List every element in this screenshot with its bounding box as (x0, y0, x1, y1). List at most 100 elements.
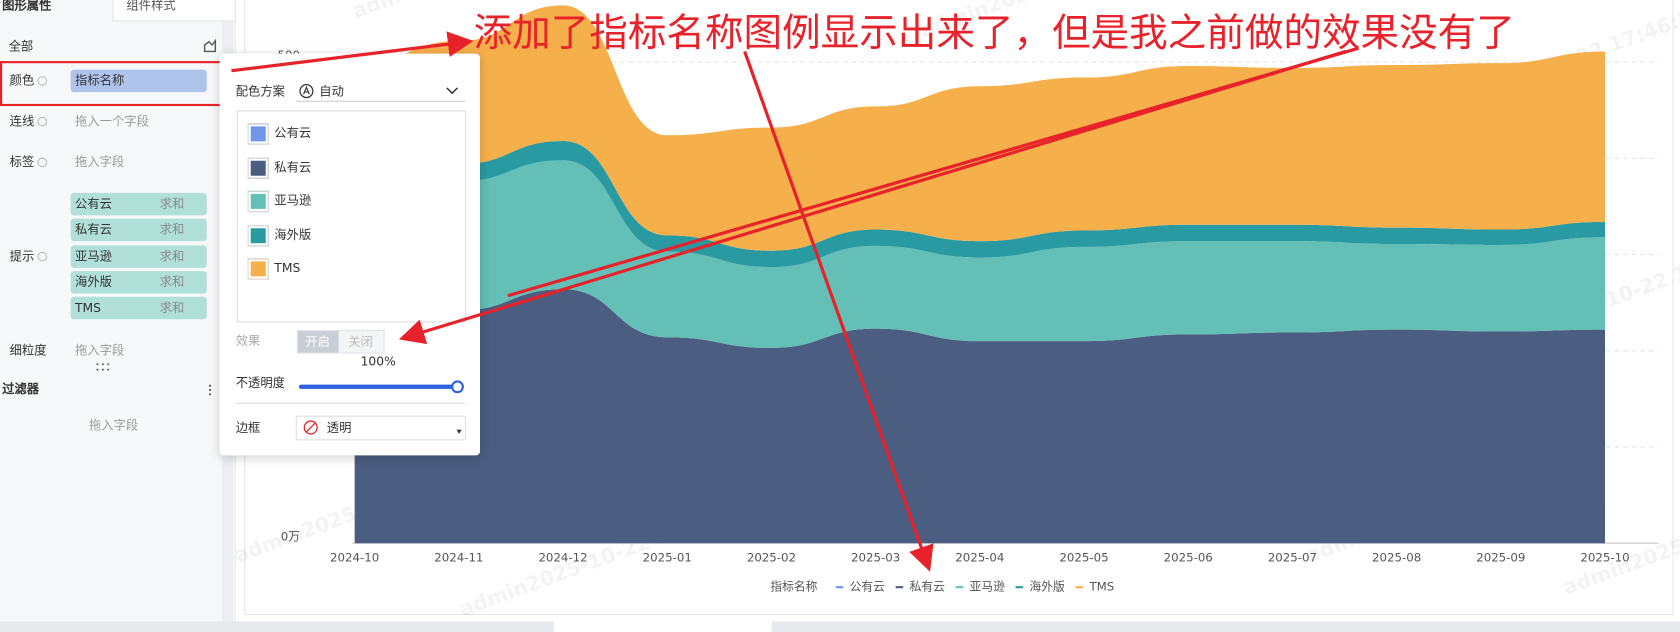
arrows (231, 31, 1360, 572)
y-tick-label: 0万 (281, 529, 300, 543)
placeholder[interactable]: 拖入字段 (75, 154, 125, 170)
slider-fill (298, 384, 458, 389)
area (354, 289, 1606, 544)
aggregation: 求和 (159, 196, 185, 212)
slider-value: 100% (360, 353, 396, 369)
x-tick-label: 2025-04 (955, 551, 1004, 565)
x-tick-label: 2025-08 (1372, 551, 1421, 565)
field-name: TMS (75, 300, 101, 316)
color-swatch[interactable] (247, 224, 269, 246)
chevron[interactable] (445, 86, 460, 96)
x-tick-label: 2025-10 (1580, 551, 1629, 565)
placeholder[interactable]: 拖入字段 (75, 342, 125, 358)
gear-icon[interactable] (37, 251, 48, 262)
tab-box[interactable] (112, 0, 236, 22)
x-tick-label: 2024-10 (330, 551, 379, 565)
area (354, 141, 1606, 268)
field-name: 私有云 (75, 222, 112, 238)
scheme-label: 公有云 (274, 125, 312, 141)
legend-label: 亚马逊 (970, 580, 1006, 594)
legend-title: 指标名称 (770, 580, 817, 594)
field-name: 指标名称 (75, 72, 125, 88)
none-icon (303, 420, 318, 435)
gear-icon[interactable] (37, 76, 48, 86)
auto-icon (299, 84, 314, 99)
bottom-bar (0, 621, 554, 632)
legend-label: 海外版 (1030, 580, 1066, 594)
field-label: 细粒度 (9, 342, 47, 358)
annotation: 添加了指标名称图例显示出来了，但是我之前做的效果没有了 (474, 11, 1515, 56)
toggle-label[interactable]: 关闭 (348, 334, 373, 350)
x-tick-label: 2025-05 (1059, 551, 1108, 565)
chart-icon[interactable] (203, 38, 218, 54)
section-title: 过滤器 (2, 381, 40, 397)
tab[interactable]: 组件样式 (126, 0, 176, 13)
field-label: 标签 (9, 154, 35, 170)
field-pill[interactable] (70, 244, 207, 268)
area (354, 5, 1606, 251)
field-name: 亚马逊 (75, 248, 112, 264)
drag-handle[interactable] (95, 362, 110, 373)
legend-label: TMS (1088, 580, 1114, 594)
select-value[interactable]: 透明 (326, 420, 352, 436)
field-pill[interactable] (70, 192, 207, 216)
x-tick-label: 2025-09 (1476, 551, 1525, 565)
toggle-label[interactable]: 开启 (305, 334, 331, 350)
x-tick-label: 2025-02 (747, 551, 796, 565)
gear-icon[interactable] (37, 157, 48, 168)
scheme-label: 私有云 (274, 159, 312, 175)
color-swatch[interactable] (247, 190, 269, 213)
arrow (231, 31, 474, 73)
setting-label: 效果 (235, 333, 261, 349)
x-tick-label: 2025-03 (851, 551, 900, 565)
legend-label: 公有云 (850, 580, 886, 594)
aggregation: 求和 (159, 248, 185, 264)
field-label: 提示 (9, 248, 35, 264)
aggregation: 求和 (159, 274, 185, 290)
select-value[interactable]: 自动 (319, 83, 344, 99)
x-tick-label: 2025-07 (1268, 551, 1317, 565)
bottom-bar (771, 621, 1680, 632)
area (354, 160, 1606, 348)
field-pill[interactable] (70, 218, 207, 242)
scheme-label: 海外版 (274, 226, 312, 242)
placeholder[interactable]: 拖入一个字段 (75, 113, 149, 129)
field-label: 颜色 (9, 72, 35, 88)
tree-root[interactable]: 全部 (8, 38, 34, 54)
gear-icon[interactable] (37, 116, 48, 127)
color-swatch[interactable] (247, 156, 269, 179)
arrow (398, 49, 1347, 345)
arrow (743, 50, 934, 572)
color-list (236, 110, 467, 323)
select-arrow (456, 429, 462, 434)
legend-label: 私有云 (910, 580, 946, 594)
field-pill[interactable] (70, 69, 207, 93)
field-label: 连线 (9, 113, 35, 129)
field-name: 公有云 (75, 196, 112, 212)
field-name: 海外版 (75, 274, 112, 290)
x-tick-label: 2025-01 (643, 551, 692, 565)
x-tick-label: 2024-12 (538, 551, 587, 565)
aggregation: 求和 (159, 300, 185, 316)
setting-label: 不透明度 (235, 375, 286, 391)
tab[interactable]: 图形属性 (2, 0, 52, 13)
separator (235, 402, 466, 404)
scheme-label: TMS (274, 260, 301, 276)
aggregation: 求和 (159, 222, 185, 238)
x-tick-label: 2025-06 (1164, 551, 1213, 565)
field-pill[interactable] (70, 270, 207, 294)
slider-knob[interactable] (451, 380, 464, 394)
color-swatch[interactable] (247, 258, 269, 280)
select[interactable] (295, 415, 467, 441)
scheme-label: 亚马逊 (274, 192, 312, 208)
placeholder[interactable]: 拖入字段 (88, 417, 139, 433)
select-underline (295, 100, 466, 102)
x-tick-label: 2024-11 (434, 551, 483, 565)
field-pill[interactable] (70, 296, 207, 320)
color-swatch[interactable] (247, 123, 269, 145)
toggle-on[interactable] (297, 331, 339, 353)
more-icon[interactable] (207, 384, 213, 397)
